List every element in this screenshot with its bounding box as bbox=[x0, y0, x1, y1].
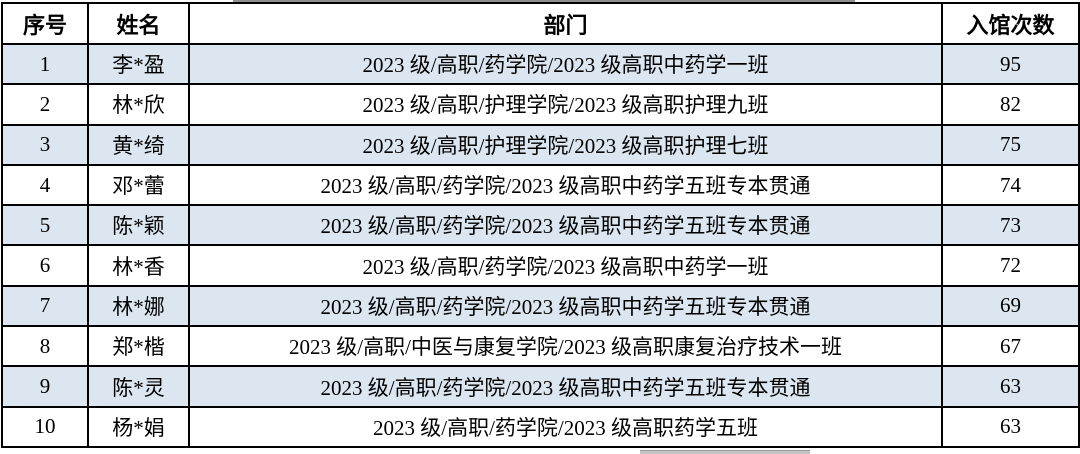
cell-dept: 2023 级/高职/药学院/2023 级高职中药学一班 bbox=[188, 244, 943, 287]
table-row: 2 林*欣 2023 级/高职/护理学院/2023 级高职护理九班 82 bbox=[1, 83, 1080, 126]
cell-seq: 1 bbox=[1, 42, 89, 86]
cell-dept: 2023 级/高职/护理学院/2023 级高职护理九班 bbox=[188, 83, 943, 126]
table-row: 6 林*香 2023 级/高职/药学院/2023 级高职中药学一班 72 bbox=[1, 244, 1080, 287]
cell-dept: 2023 级/高职/药学院/2023 级高职中药学五班专本贯通 bbox=[188, 284, 943, 328]
bottom-edge-artifact bbox=[640, 450, 810, 454]
cell-name: 郑*楷 bbox=[87, 325, 190, 368]
cell-seq: 4 bbox=[1, 163, 89, 207]
cell-count: 72 bbox=[941, 244, 1080, 287]
cell-name: 林*欣 bbox=[87, 83, 190, 126]
cell-count: 95 bbox=[941, 42, 1080, 86]
cell-seq: 7 bbox=[1, 284, 89, 328]
cell-dept: 2023 级/高职/药学院/2023 级高职中药学五班专本贯通 bbox=[188, 204, 943, 247]
cell-name: 林*娜 bbox=[87, 284, 190, 328]
cell-name: 杨*娟 bbox=[87, 405, 190, 449]
cell-dept: 2023 级/高职/护理学院/2023 级高职护理七班 bbox=[188, 123, 943, 166]
column-header-count: 入馆次数 bbox=[941, 2, 1080, 45]
cell-count: 63 bbox=[941, 365, 1080, 408]
table-row: 5 陈*颖 2023 级/高职/药学院/2023 级高职中药学五班专本贯通 73 bbox=[1, 204, 1080, 247]
cell-count: 67 bbox=[941, 325, 1080, 368]
cell-dept: 2023 级/高职/药学院/2023 级高职中药学五班专本贯通 bbox=[188, 163, 943, 207]
cell-name: 陈*灵 bbox=[87, 365, 190, 408]
column-header-name: 姓名 bbox=[87, 2, 190, 45]
cell-count: 69 bbox=[941, 284, 1080, 328]
cell-name: 林*香 bbox=[87, 244, 190, 287]
cell-seq: 2 bbox=[1, 83, 89, 126]
cell-dept: 2023 级/高职/药学院/2023 级高职药学五班 bbox=[188, 405, 943, 449]
cell-count: 73 bbox=[941, 204, 1080, 247]
table-row: 8 郑*楷 2023 级/高职/中医与康复学院/2023 级高职康复治疗技术一班… bbox=[1, 325, 1080, 368]
table-row: 4 邓*蕾 2023 级/高职/药学院/2023 级高职中药学五班专本贯通 74 bbox=[1, 163, 1080, 207]
cell-name: 黄*绮 bbox=[87, 123, 190, 166]
cell-name: 李*盈 bbox=[87, 42, 190, 86]
cell-count: 75 bbox=[941, 123, 1080, 166]
header-row: 序号 姓名 部门 入馆次数 bbox=[1, 2, 1080, 45]
table-row: 3 黄*绮 2023 级/高职/护理学院/2023 级高职护理七班 75 bbox=[1, 123, 1080, 166]
cell-seq: 8 bbox=[1, 325, 89, 368]
cell-dept: 2023 级/高职/药学院/2023 级高职中药学五班专本贯通 bbox=[188, 365, 943, 408]
top-edge-artifact bbox=[233, 0, 855, 3]
column-header-seq: 序号 bbox=[1, 2, 89, 45]
table-row: 10 杨*娟 2023 级/高职/药学院/2023 级高职药学五班 63 bbox=[1, 405, 1080, 449]
column-header-dept: 部门 bbox=[188, 2, 943, 45]
cell-seq: 6 bbox=[1, 244, 89, 287]
cell-seq: 5 bbox=[1, 204, 89, 247]
cell-seq: 10 bbox=[1, 405, 89, 449]
table-row: 1 李*盈 2023 级/高职/药学院/2023 级高职中药学一班 95 bbox=[1, 42, 1080, 86]
table-row: 9 陈*灵 2023 级/高职/药学院/2023 级高职中药学五班专本贯通 63 bbox=[1, 365, 1080, 408]
cell-dept: 2023 级/高职/药学院/2023 级高职中药学一班 bbox=[188, 42, 943, 86]
cell-seq: 3 bbox=[1, 123, 89, 166]
cell-dept: 2023 级/高职/中医与康复学院/2023 级高职康复治疗技术一班 bbox=[188, 325, 943, 368]
cell-seq: 9 bbox=[1, 365, 89, 408]
cell-name: 邓*蕾 bbox=[87, 163, 190, 207]
cell-name: 陈*颖 bbox=[87, 204, 190, 247]
cell-count: 74 bbox=[941, 163, 1080, 207]
cell-count: 82 bbox=[941, 83, 1080, 126]
cell-count: 63 bbox=[941, 405, 1080, 449]
table-row: 7 林*娜 2023 级/高职/药学院/2023 级高职中药学五班专本贯通 69 bbox=[1, 284, 1080, 328]
